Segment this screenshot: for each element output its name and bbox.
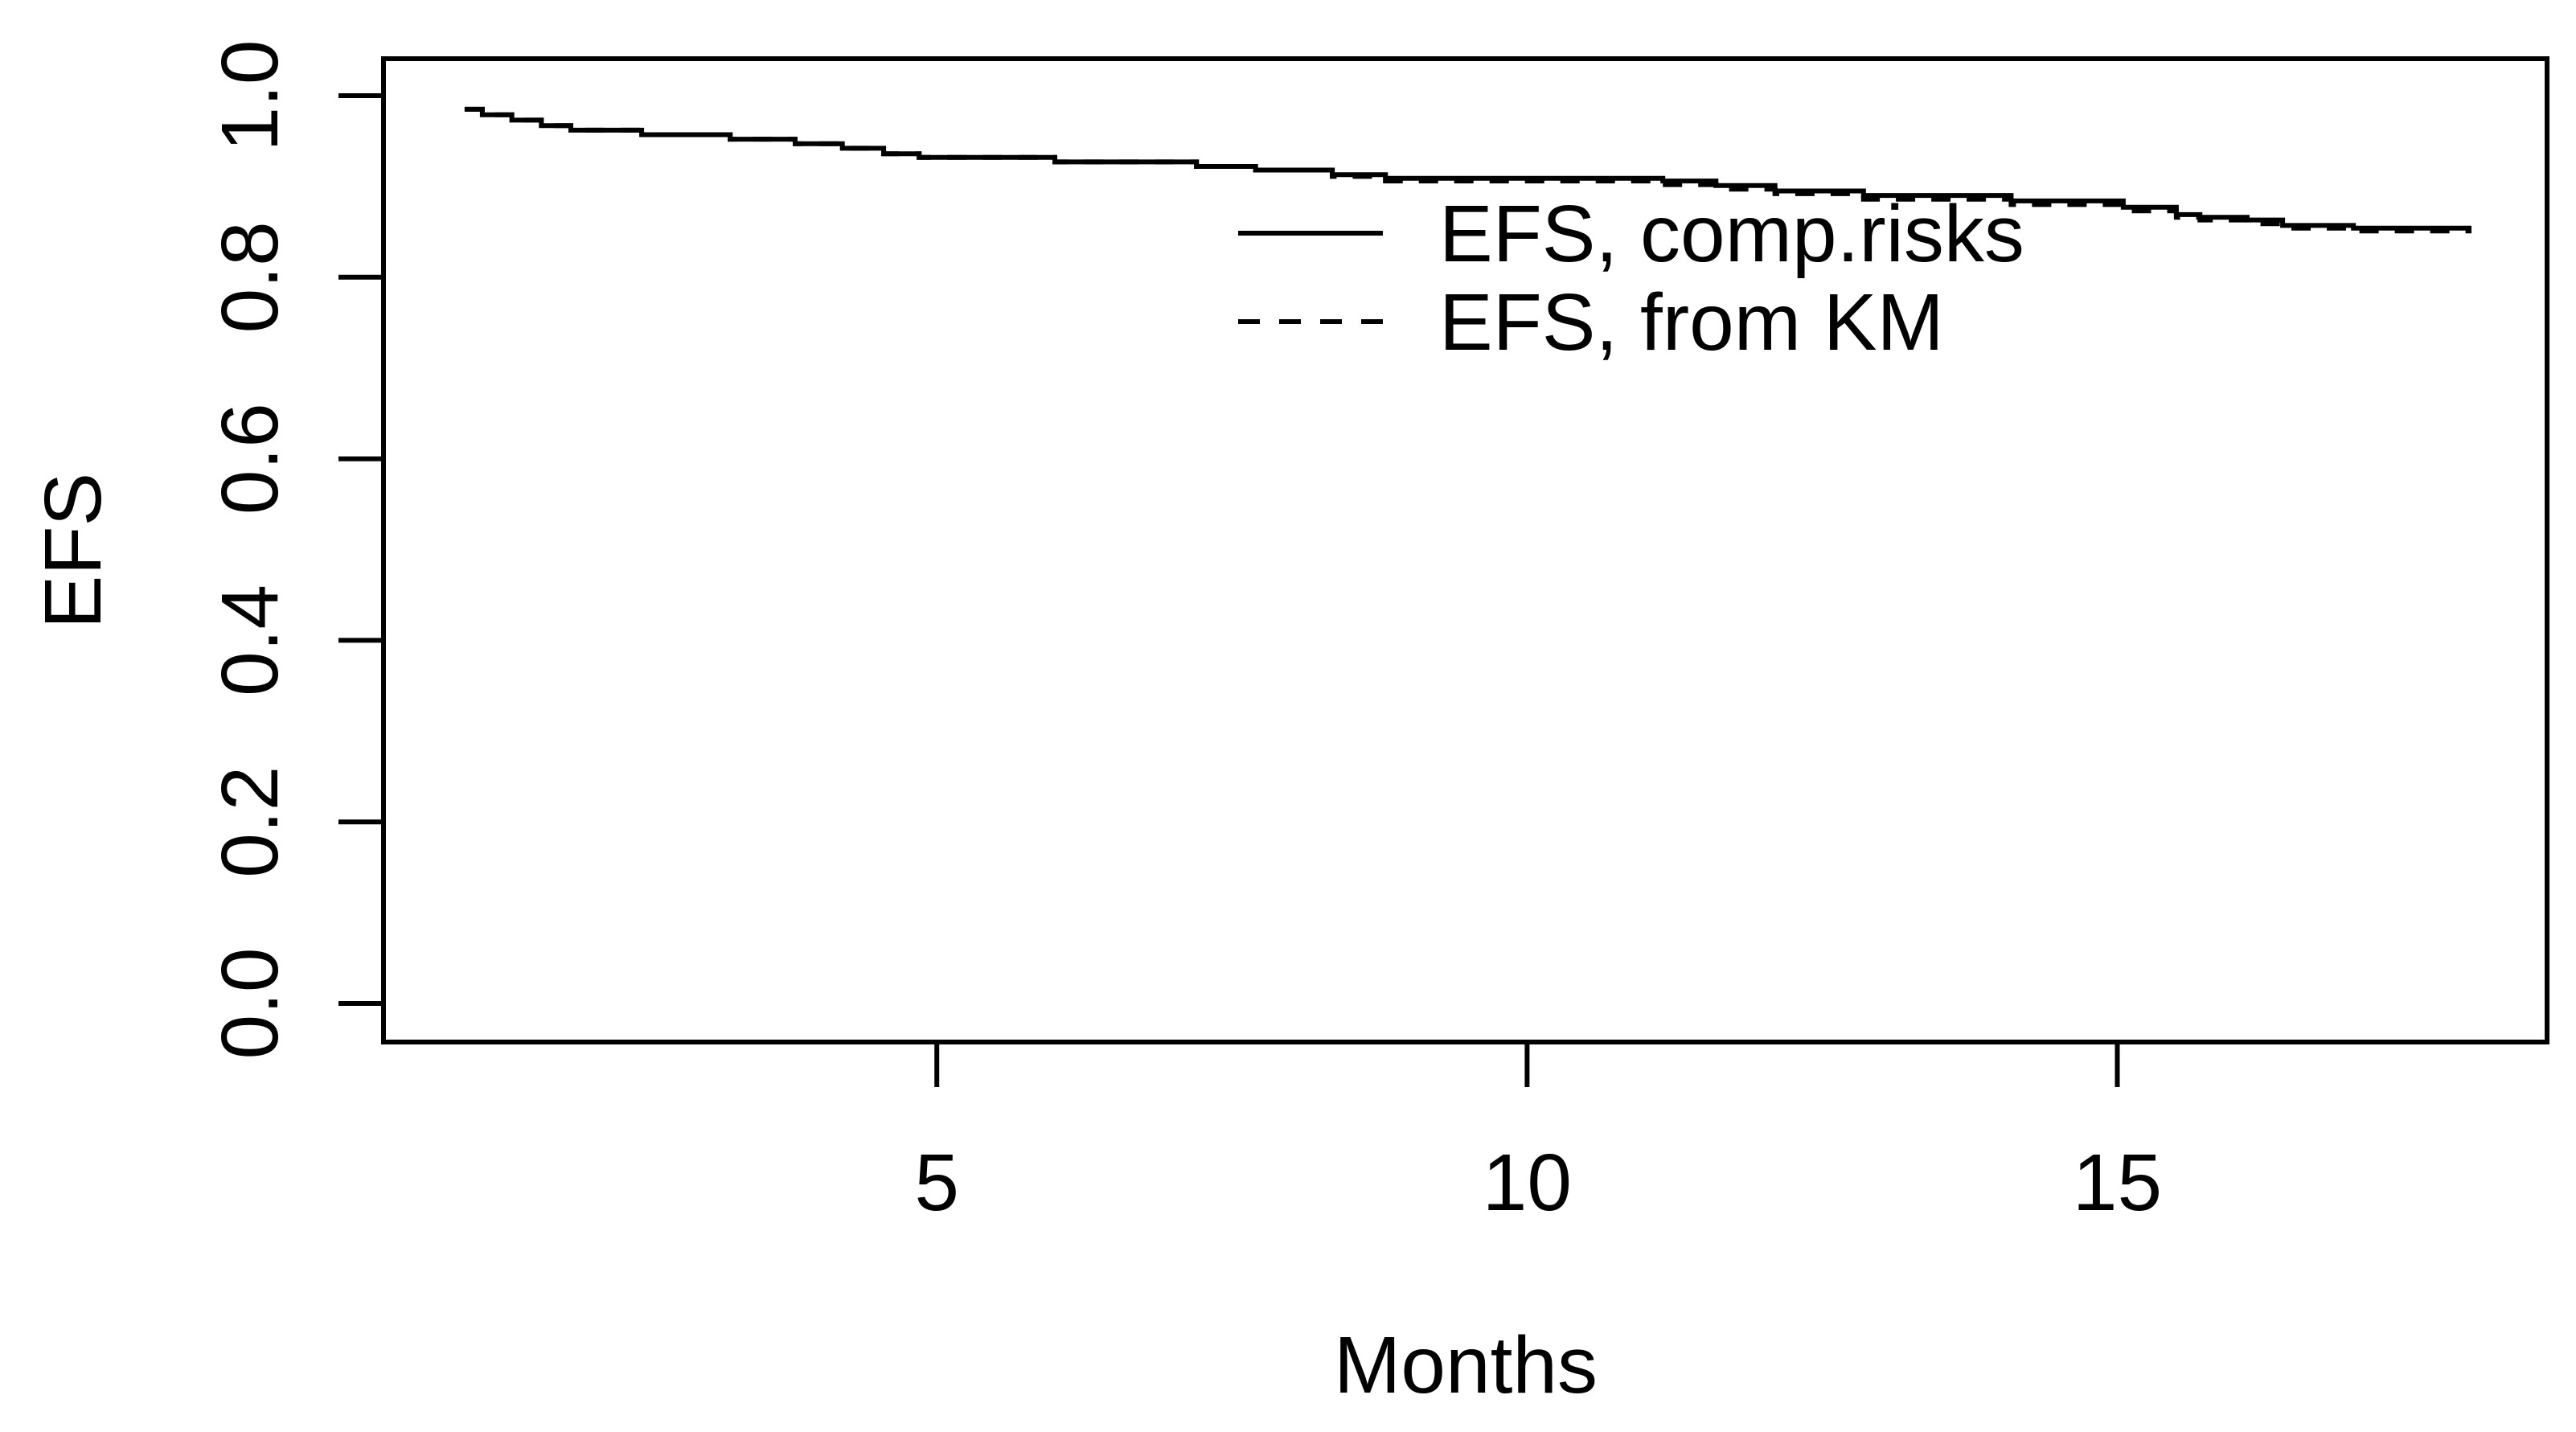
y-axis: 0.0 0.2 0.4 0.6 0.8 1.0 — [205, 39, 384, 1060]
legend-label-comp-risks: EFS, comp.risks — [1439, 189, 2024, 279]
y-axis-tick-label: 0.4 — [205, 585, 295, 696]
x-axis-title: Months — [1334, 1320, 1598, 1410]
x-axis-tick-label: 15 — [2073, 1138, 2162, 1228]
plot-box — [381, 56, 2549, 1044]
legend: EFS, comp.risks EFS, from KM — [1238, 189, 2024, 367]
x-axis-tick-label: 10 — [1483, 1138, 1572, 1228]
y-axis-tick-label: 0.0 — [205, 947, 295, 1059]
x-axis: 5 10 15 — [914, 1042, 2162, 1228]
x-axis-tick-label: 5 — [914, 1138, 959, 1228]
y-axis-tick-label: 0.2 — [205, 766, 295, 878]
efs-from-km-curve — [464, 106, 2471, 234]
legend-label-from-km: EFS, from KM — [1439, 277, 1944, 367]
y-axis-tick-label: 0.6 — [205, 403, 295, 515]
y-axis-tick-label: 1.0 — [205, 39, 295, 151]
y-axis-title: EFS — [28, 473, 118, 629]
y-axis-tick-label: 0.8 — [205, 221, 295, 333]
